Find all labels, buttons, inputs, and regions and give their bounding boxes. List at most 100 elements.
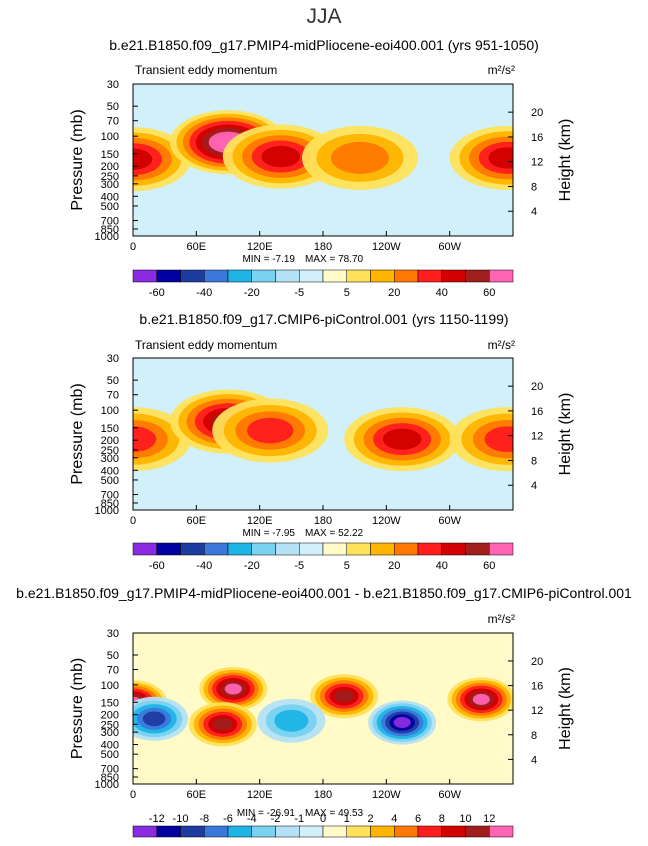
colorbar-box: [370, 825, 395, 838]
contour-blob: [247, 417, 294, 444]
x-tick-label: 60E: [187, 789, 207, 801]
y-tick-label: 1000: [95, 779, 119, 791]
y2-tick-label: 16: [531, 132, 543, 144]
x-tick-label: 0: [130, 241, 136, 253]
colorbar-box: [132, 825, 157, 838]
y2-tick-label: 12: [531, 157, 543, 169]
units-label: m²/s²: [488, 63, 515, 77]
y2-tick-label: 20: [531, 656, 543, 668]
colorbar-label: 20: [388, 287, 400, 299]
x-tick-label: 180: [314, 789, 332, 801]
y-tick-label: 700: [101, 764, 119, 776]
colorbar-label: -60: [149, 560, 165, 572]
colorbar-box: [156, 269, 181, 283]
season-title: JJA: [306, 5, 342, 28]
y-tick-label: 70: [107, 390, 119, 402]
y-tick-label: 100: [101, 131, 119, 143]
colorbar-box: [465, 269, 490, 283]
colorbar-label: -5: [294, 560, 304, 572]
colorbar-label: -40: [196, 287, 212, 299]
y-tick-label: 1000: [95, 505, 119, 517]
x-tick-label: 60W: [438, 241, 461, 253]
colorbar-box: [441, 542, 466, 556]
y-tick-label: 70: [107, 664, 119, 676]
colorbar-box: [417, 825, 442, 838]
colorbar-box: [489, 269, 514, 283]
contour-blob: [472, 693, 490, 705]
y-axis-label: Pressure (mb): [69, 109, 86, 210]
colorbar-label: -4: [247, 813, 257, 825]
colorbar-label: 5: [344, 560, 350, 572]
colorbar-label: -10: [173, 813, 189, 825]
y-tick-label: 200: [101, 161, 119, 173]
colorbar-label: 1: [344, 813, 350, 825]
colorbar-label: 60: [483, 560, 495, 572]
y2-tick-label: 8: [531, 455, 537, 467]
y2-tick-label: 4: [531, 206, 537, 218]
y-tick-label: 850: [101, 772, 119, 784]
colorbar-box: [227, 825, 252, 838]
y-tick-label: 50: [107, 101, 119, 113]
y-tick-label: 850: [101, 498, 119, 510]
colorbar-box: [156, 825, 181, 838]
x-tick-label: 60E: [187, 241, 207, 253]
x-tick-label: 120W: [372, 789, 401, 801]
y-tick-label: 250: [101, 171, 119, 183]
colorbar-label: -40: [196, 560, 212, 572]
colorbar-label: -6: [223, 813, 233, 825]
colorbar-label: 40: [436, 560, 448, 572]
contour-blob: [224, 683, 242, 695]
colorbar-label: 0: [320, 813, 326, 825]
colorbar-box: [394, 542, 419, 556]
colorbar-box: [204, 269, 229, 283]
contour-blob: [142, 711, 166, 727]
colorbar-label: -20: [244, 287, 260, 299]
x-tick-label: 0: [130, 515, 136, 527]
colorbar-box: [132, 269, 157, 283]
y-tick-label: 70: [107, 116, 119, 128]
colorbar-box: [489, 542, 514, 556]
y2-tick-label: 16: [531, 681, 543, 693]
colorbar-box: [322, 542, 347, 556]
colorbar-label: -20: [244, 560, 260, 572]
contour-blob: [484, 426, 513, 452]
colorbar-box: [275, 269, 300, 283]
max-label: MAX = 49.53: [305, 808, 364, 819]
contour-blob: [393, 717, 411, 729]
y2-tick-label: 4: [531, 754, 537, 766]
x-tick-label: 60E: [187, 515, 207, 527]
y-axis-label: Pressure (mb): [69, 658, 86, 759]
y-tick-label: 700: [101, 216, 119, 228]
contour-blob: [274, 709, 309, 732]
colorbar-label: -8: [199, 813, 209, 825]
colorbar-label: 2: [367, 813, 373, 825]
units-label: m²/s²: [488, 612, 515, 626]
colorbar-box: [465, 542, 490, 556]
colorbar-box: [180, 542, 205, 556]
y-axis-label: Pressure (mb): [69, 383, 86, 484]
colorbar-box: [180, 825, 205, 838]
y-tick-label: 1000: [95, 231, 119, 243]
colorbar-label: 5: [344, 287, 350, 299]
y-tick-label: 850: [101, 224, 119, 236]
colorbar-box: [275, 542, 300, 556]
y-tick-label: 300: [101, 727, 119, 739]
colorbar-box: [251, 542, 276, 556]
y-tick-label: 200: [101, 435, 119, 447]
panel-subtitle: Transient eddy momentum: [135, 63, 277, 77]
panel-title: b.e21.B1850.f09_g17.CMIP6-piControl.001 …: [139, 311, 508, 327]
colorbar-label: -2: [271, 813, 281, 825]
units-label: m²/s²: [488, 338, 515, 352]
colorbar-label: 10: [459, 813, 471, 825]
colorbar-box: [156, 542, 181, 556]
colorbar-box: [322, 825, 347, 838]
colorbar-box: [227, 542, 252, 556]
contour-blob: [330, 141, 389, 174]
panel-subtitle: Transient eddy momentum: [135, 338, 277, 352]
colorbar-label: 12: [483, 813, 495, 825]
colorbar-box: [204, 825, 229, 838]
x-tick-label: 120E: [247, 789, 273, 801]
y2-tick-label: 20: [531, 107, 543, 119]
y2-tick-label: 8: [531, 181, 537, 193]
colorbar-label: -1: [294, 813, 304, 825]
